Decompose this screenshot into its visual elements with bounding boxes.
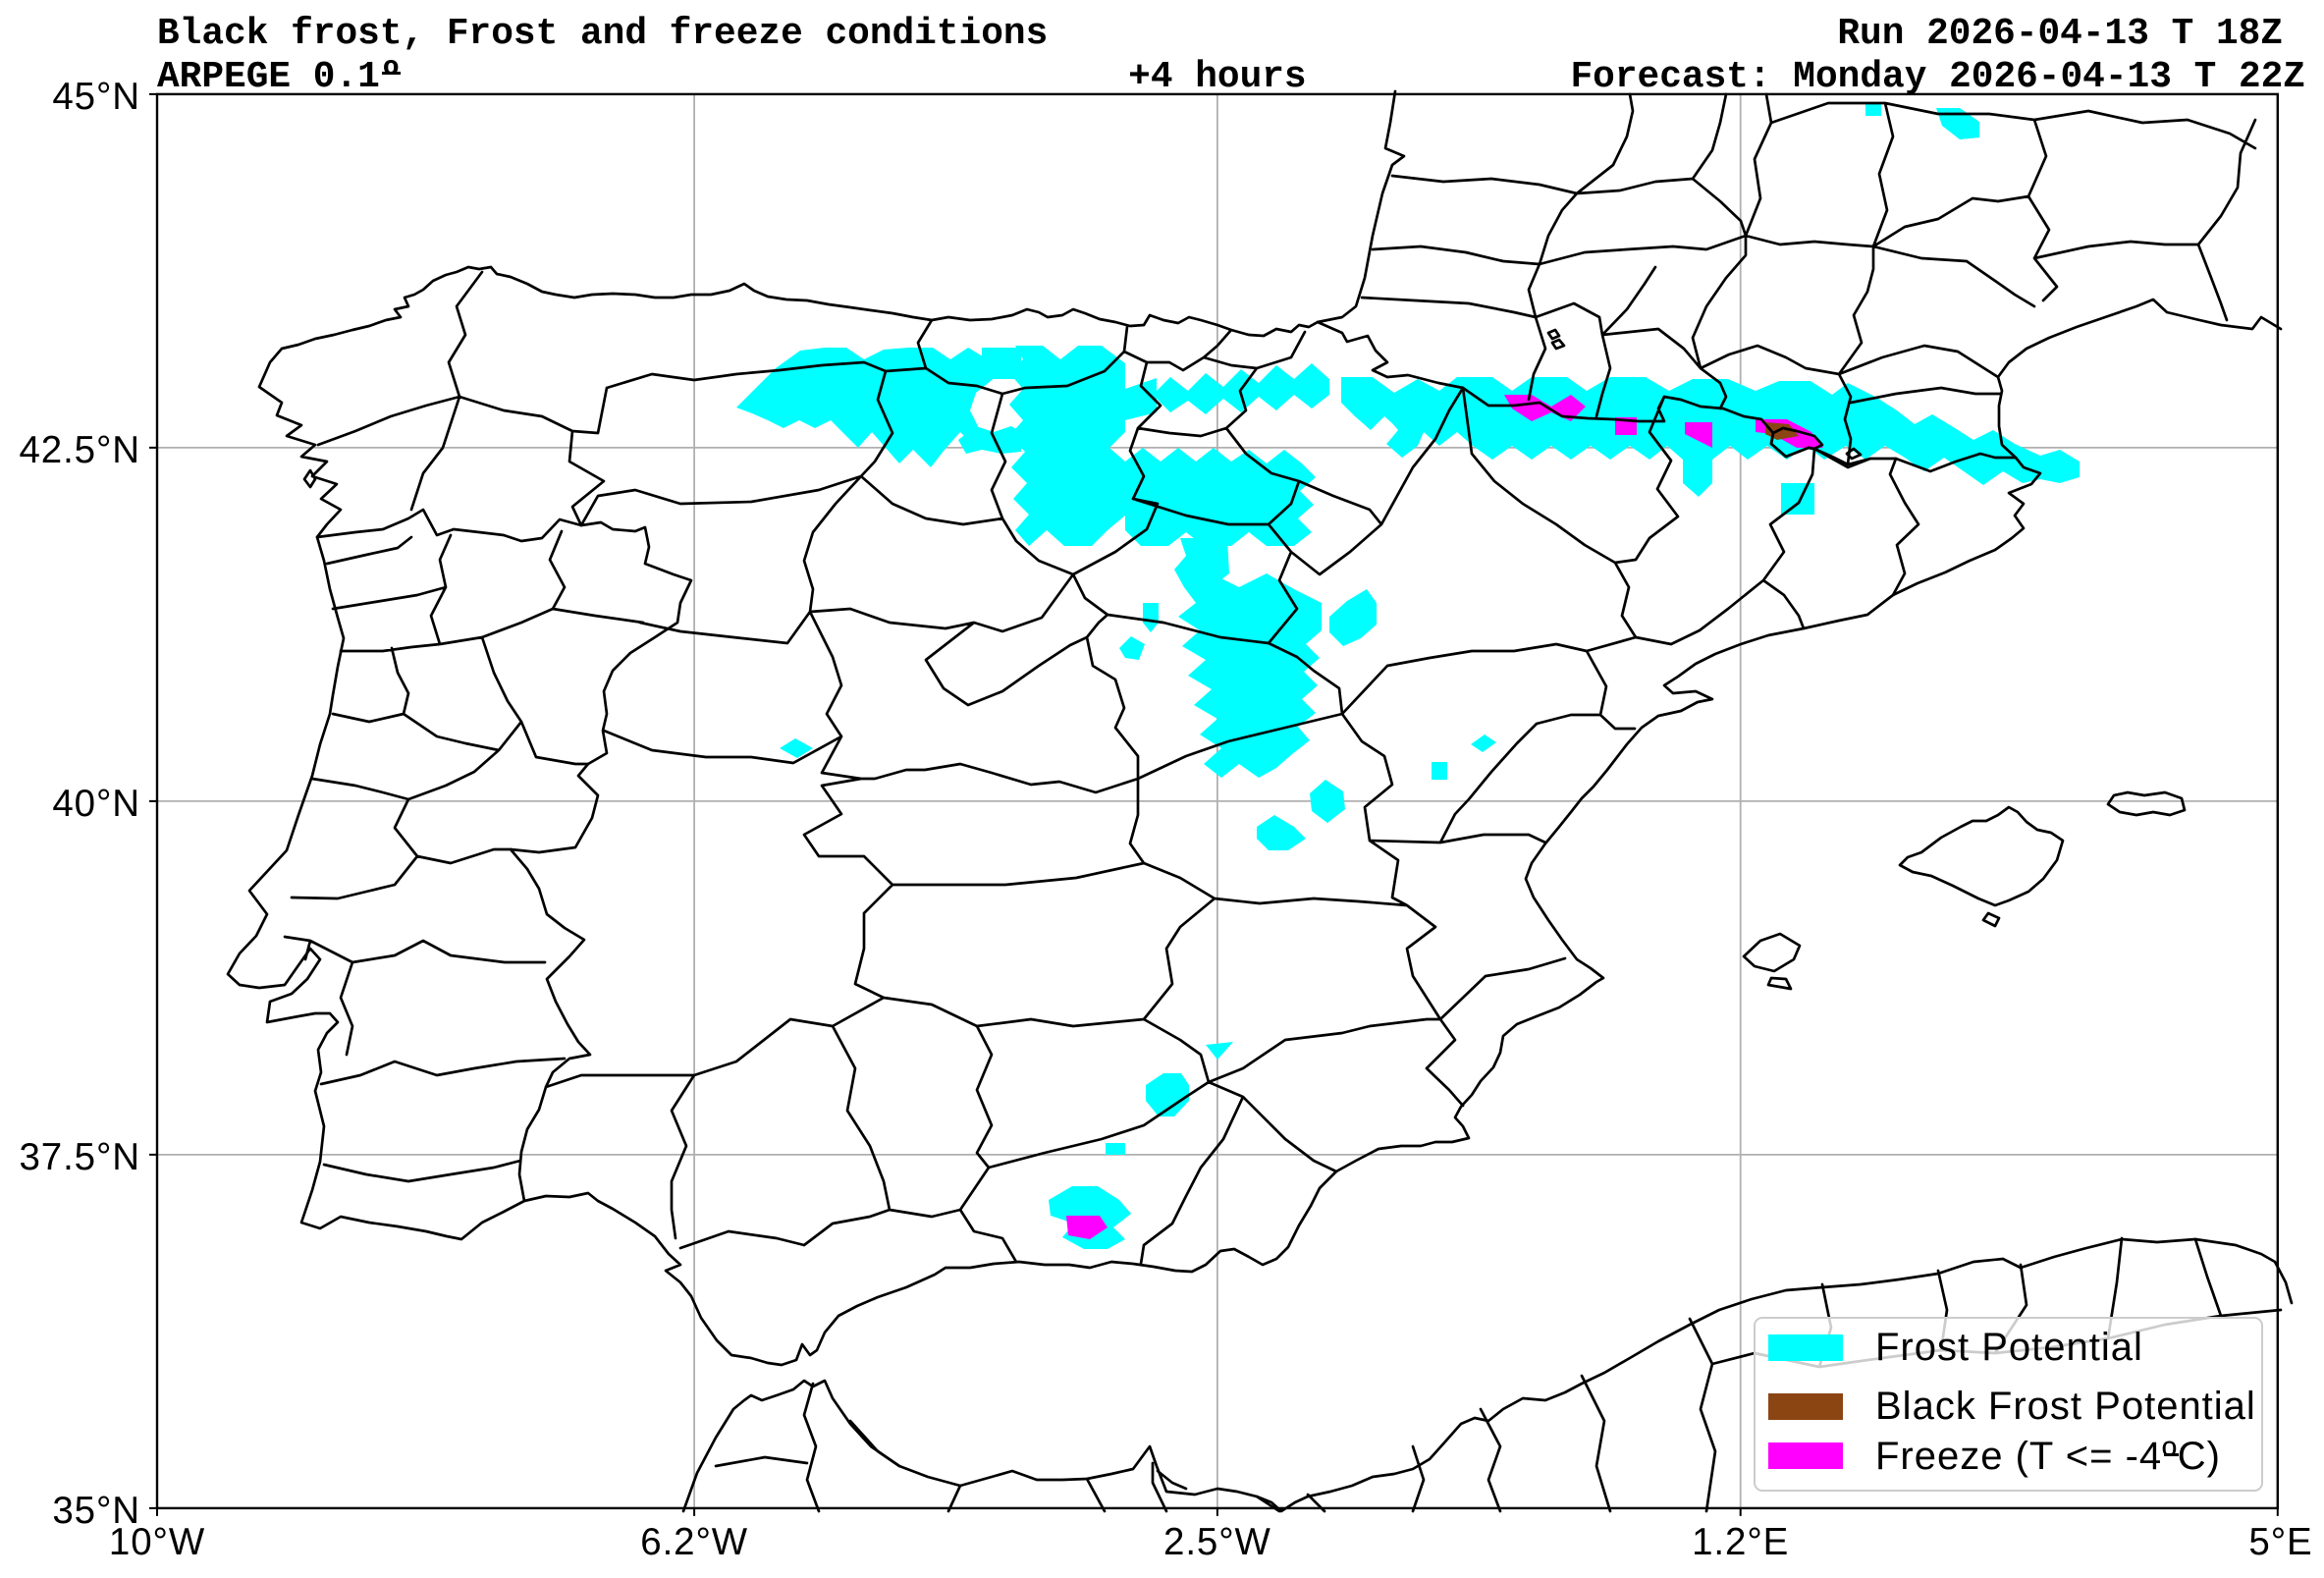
svg-text:40°N: 40°N: [52, 783, 140, 825]
svg-text:ARPEGE 0.1º: ARPEGE 0.1º: [157, 57, 403, 98]
svg-text:5°E: 5°E: [2248, 1521, 2312, 1563]
svg-text:35°N: 35°N: [52, 1490, 140, 1532]
svg-text:37.5°N: 37.5°N: [19, 1136, 140, 1178]
svg-text:+4 hours: +4 hours: [1128, 57, 1306, 98]
svg-text:45°N: 45°N: [52, 76, 140, 118]
svg-text:6.2°W: 6.2°W: [640, 1521, 748, 1563]
svg-text:Forecast: Monday 2026-04-13 T: Forecast: Monday 2026-04-13 T 22Z: [1570, 57, 2305, 98]
svg-text:1.2°E: 1.2°E: [1692, 1521, 1789, 1563]
svg-text:2.5°W: 2.5°W: [1163, 1521, 1271, 1563]
svg-text:Black Frost Potential: Black Frost Potential: [1875, 1385, 2256, 1428]
svg-text:42.5°N: 42.5°N: [19, 429, 140, 471]
svg-text:Freeze (T <= -4ºC): Freeze (T <= -4ºC): [1875, 1435, 2221, 1478]
svg-text:Frost Potential: Frost Potential: [1875, 1326, 2143, 1369]
svg-text:Black frost, Frost and freeze: Black frost, Frost and freeze conditions: [157, 14, 1048, 55]
svg-text:Run 2026-04-13 T 18Z: Run 2026-04-13 T 18Z: [1837, 14, 2283, 55]
svg-text:10°W: 10°W: [109, 1521, 205, 1563]
